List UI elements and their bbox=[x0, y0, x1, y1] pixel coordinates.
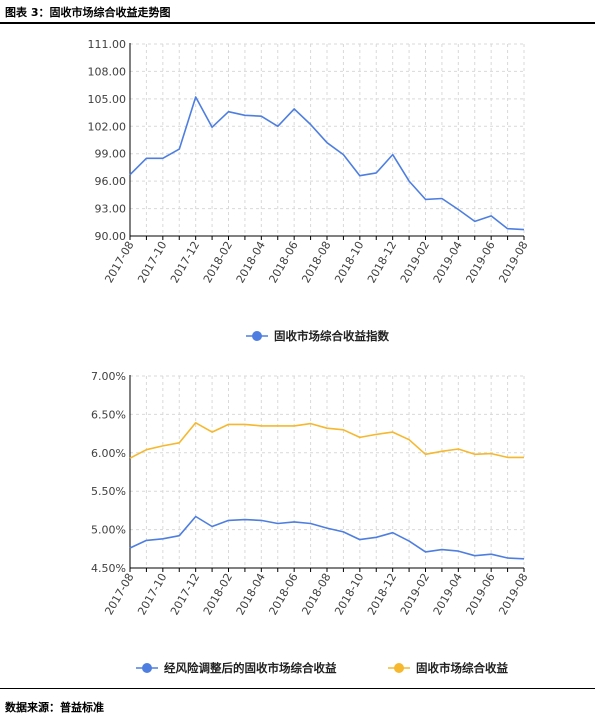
y-tick-label: 90.00 bbox=[95, 230, 127, 243]
index-line-chart: 90.00 93.00 96.00 99.00 102.00 105.00 108.00 11… bbox=[88, 38, 531, 343]
y-tick-labels: 4.50% 5.00% 5.50% 6.00% 6.50% 7.00% bbox=[91, 370, 126, 575]
top-rule bbox=[0, 22, 595, 24]
y-tick-label: 105.00 bbox=[88, 93, 127, 106]
legend-label: 经风险调整后的固收市场综合收益 bbox=[164, 661, 337, 675]
x-tick-label: 2017-10 bbox=[135, 571, 169, 617]
series-line-2 bbox=[129, 422, 524, 459]
y-tick-label: 5.50% bbox=[91, 485, 126, 498]
series-line-1 bbox=[129, 515, 525, 560]
y-tick-label: 111.00 bbox=[88, 38, 127, 51]
x-tick-label: 2019-06 bbox=[464, 239, 498, 285]
x-tick-label: 2018-02 bbox=[201, 571, 235, 617]
legend-swatch-marker bbox=[142, 663, 152, 673]
x-tick-label: 2018-08 bbox=[299, 239, 333, 285]
x-tick-label: 2019-04 bbox=[431, 571, 465, 617]
x-tick-label: 2018-08 bbox=[299, 571, 333, 617]
y-tick-label: 7.00% bbox=[91, 370, 126, 383]
x-tick-label: 2018-12 bbox=[365, 571, 399, 617]
grid-vertical bbox=[129, 44, 525, 236]
y-tick-label: 6.50% bbox=[91, 408, 126, 421]
y-tick-label: 96.00 bbox=[95, 175, 127, 188]
x-tick-label: 2019-02 bbox=[398, 571, 432, 617]
series-lines bbox=[129, 96, 525, 231]
x-tick-labels: 2017-082017-102017-122018-022018-042018-… bbox=[102, 239, 530, 285]
x-tick-label: 2018-10 bbox=[332, 571, 366, 617]
legend-swatch-marker bbox=[252, 331, 262, 341]
y-tick-label: 4.50% bbox=[91, 562, 126, 575]
y-tick-label: 93.00 bbox=[95, 203, 127, 216]
x-tick-label: 2019-08 bbox=[496, 571, 530, 617]
x-tick-label: 2017-12 bbox=[168, 239, 202, 285]
x-tick-label: 2017-08 bbox=[102, 239, 136, 285]
x-tick-label: 2019-08 bbox=[496, 239, 530, 285]
legend-swatch-marker bbox=[394, 663, 404, 673]
x-tick-label: 2019-06 bbox=[464, 571, 498, 617]
y-tick-label: 6.00% bbox=[91, 447, 126, 460]
x-tick-label: 2017-12 bbox=[168, 571, 202, 617]
x-tick-label: 2017-08 bbox=[102, 571, 136, 617]
x-tick-label: 2019-02 bbox=[398, 239, 432, 285]
y-tick-labels: 90.00 93.00 96.00 99.00 102.00 105.00 108.00 11… bbox=[88, 38, 127, 243]
x-tick-label: 2017-10 bbox=[135, 239, 169, 285]
bottom-rule bbox=[0, 688, 595, 689]
source-note: 数据来源：普益标准 bbox=[5, 701, 104, 714]
y-tick-label: 108.00 bbox=[88, 65, 127, 78]
x-tick-label: 2019-04 bbox=[431, 239, 465, 285]
y-tick-label: 102.00 bbox=[88, 120, 127, 133]
y-tick-label: 99.00 bbox=[95, 148, 127, 161]
x-tick-label: 2018-12 bbox=[365, 239, 399, 285]
legend: 经风险调整后的固收市场综合收益 固收市场综合收益 bbox=[136, 661, 508, 675]
axes bbox=[129, 43, 525, 240]
yield-line-chart: 4.50%5.00%5.50%6.00%6.50%7.00% 2017-0820… bbox=[91, 370, 531, 675]
legend: 固收市场综合收益指数 bbox=[246, 329, 389, 343]
x-tick-labels: 2017-082017-102017-122018-022018-042018-… bbox=[102, 571, 530, 617]
x-tick-label: 2018-10 bbox=[332, 239, 366, 285]
series-lines bbox=[129, 422, 525, 560]
x-tick-label: 2018-02 bbox=[201, 239, 235, 285]
grid-horizontal bbox=[130, 375, 524, 531]
figure-title: 图表 3：固收市场综合收益走势图 bbox=[5, 6, 171, 19]
axes bbox=[129, 375, 525, 572]
x-tick-label: 2018-06 bbox=[267, 571, 301, 617]
grid-vertical bbox=[129, 376, 525, 568]
series-line-1 bbox=[129, 96, 525, 231]
x-tick-label: 2018-04 bbox=[234, 571, 268, 617]
legend-label: 固收市场综合收益 bbox=[416, 661, 508, 675]
legend-label: 固收市场综合收益指数 bbox=[274, 329, 389, 343]
y-tick-label: 5.00% bbox=[91, 524, 126, 537]
x-tick-label: 2018-04 bbox=[234, 239, 268, 285]
x-tick-label: 2018-06 bbox=[267, 239, 301, 285]
